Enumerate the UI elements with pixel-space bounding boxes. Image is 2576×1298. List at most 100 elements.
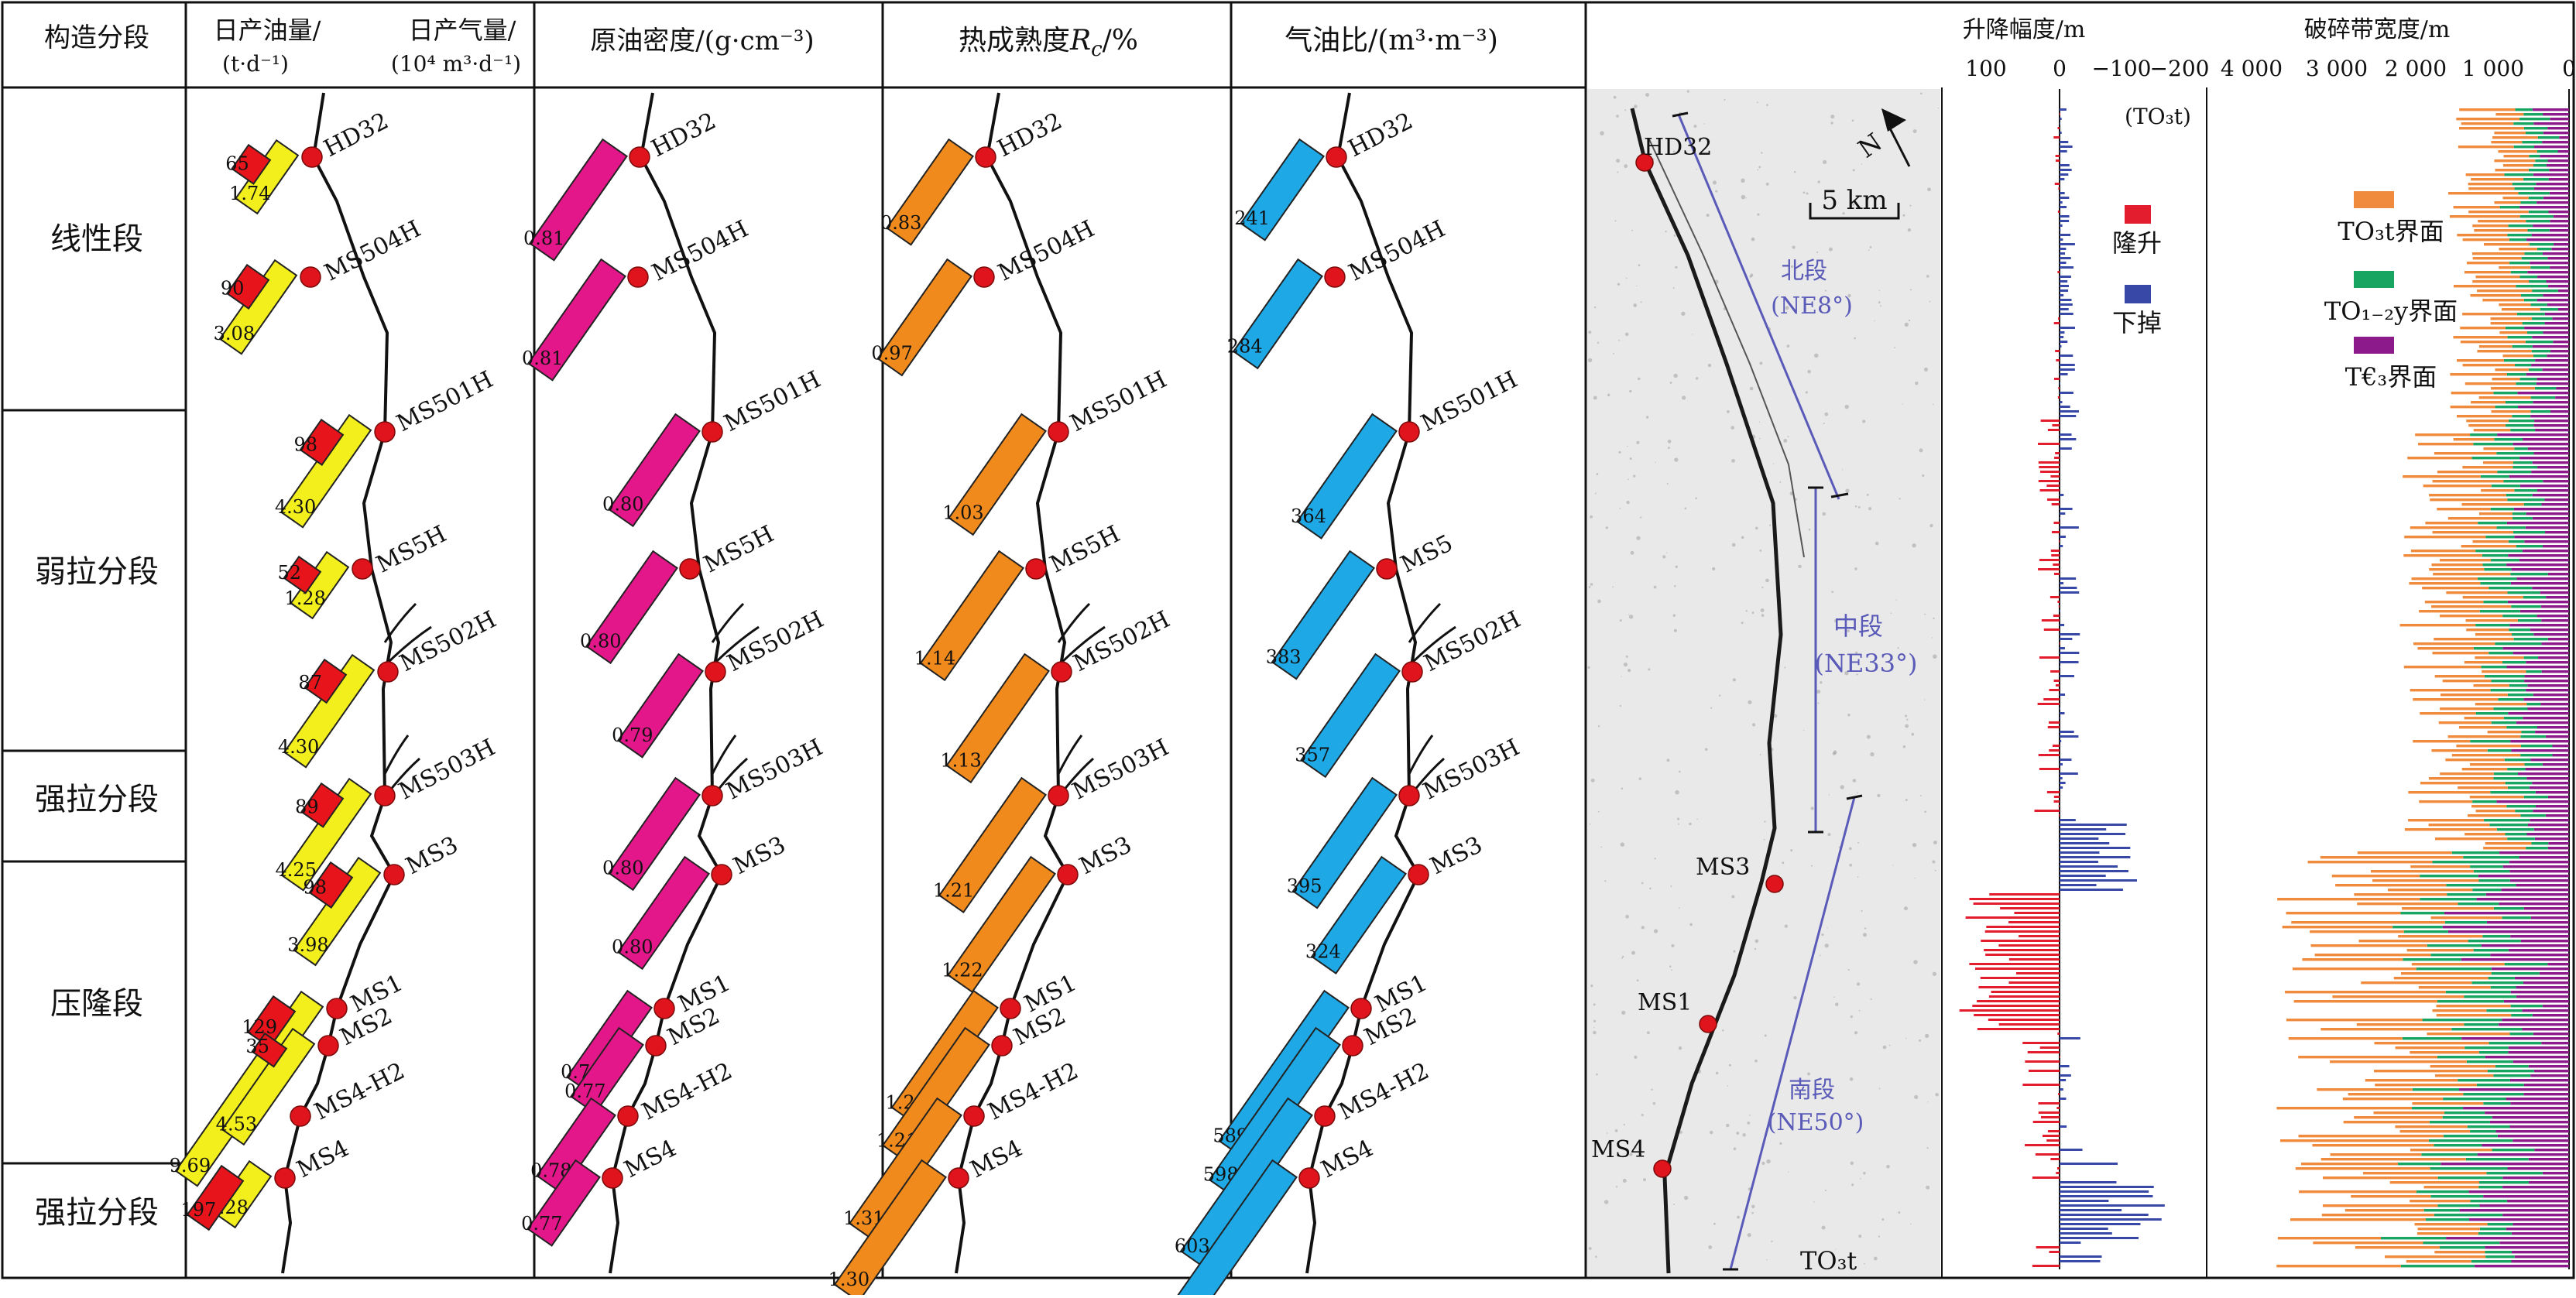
map-texture <box>1736 1132 1740 1135</box>
breccia-bar <box>2410 1149 2492 1152</box>
map-texture <box>1819 671 1821 673</box>
map-texture <box>1924 699 1926 700</box>
uplift-bar <box>2058 540 2060 543</box>
maturity-bar <box>947 855 1056 993</box>
map-texture <box>1830 115 1835 119</box>
breccia-bar <box>2374 1070 2488 1073</box>
map-texture <box>1617 283 1621 286</box>
breccia-bar <box>2442 1116 2492 1119</box>
map-texture <box>1651 1088 1653 1091</box>
oil-bar-group: 98 <box>294 418 345 466</box>
map-texture <box>1850 1015 1853 1019</box>
maturity-bar <box>938 776 1047 913</box>
map-texture <box>1643 1178 1646 1182</box>
map-texture <box>1828 247 1833 252</box>
map-texture <box>1628 615 1634 619</box>
map-texture <box>1924 613 1926 615</box>
breccia-bar <box>2530 415 2569 418</box>
map-texture <box>1851 119 1854 122</box>
breccia-bar <box>2473 647 2503 650</box>
map-texture <box>1638 377 1641 381</box>
breccia-bar <box>2502 1214 2569 1217</box>
breccia-bar <box>2491 968 2569 971</box>
breccia-legend-label: TO₁₋₂y界面 <box>2324 296 2458 326</box>
breccia-bar <box>2408 791 2491 794</box>
breccia-bar <box>2437 1000 2504 1003</box>
map-texture <box>1854 337 1857 340</box>
breccia-bar <box>2402 1037 2462 1040</box>
breccia-bar <box>2559 136 2569 139</box>
breccia-bar <box>2417 1228 2480 1231</box>
uplift-bar <box>2058 805 2060 807</box>
map-texture <box>1926 1147 1929 1149</box>
uplift-bar <box>2060 1181 2117 1183</box>
uplift-bar <box>2060 1149 2083 1151</box>
map-texture <box>1749 386 1754 391</box>
breccia-bar <box>2409 582 2481 585</box>
breccia-bar <box>2507 1167 2569 1170</box>
gas-bar-group: 4.30 <box>278 653 376 769</box>
breccia-bar <box>2450 373 2507 376</box>
breccia-bar <box>2527 447 2569 450</box>
map-texture <box>1880 305 1881 307</box>
uplift-bar <box>2060 587 2077 589</box>
breccia-bar <box>2504 759 2531 762</box>
breccia-bar <box>2545 814 2569 817</box>
map-texture <box>1862 933 1868 937</box>
breccia-bar <box>2503 480 2543 483</box>
breccia-bar <box>2502 197 2529 200</box>
map-well-marker <box>1765 875 1784 893</box>
uplift-bar <box>2060 164 2070 166</box>
well-marker <box>701 785 723 807</box>
breccia-bar <box>2410 689 2491 692</box>
uplift-bar <box>2060 577 2077 580</box>
map-texture <box>1640 301 1642 303</box>
breccia-bar <box>2509 684 2528 687</box>
breccia-bar <box>2430 1167 2508 1170</box>
breccia-bar <box>2529 155 2540 158</box>
formation-label: TO₃t <box>1800 1246 1857 1276</box>
map-texture <box>1858 1009 1861 1012</box>
map-texture <box>1923 367 1929 372</box>
breccia-bar <box>2412 1088 2459 1091</box>
breccia-bar <box>2356 1023 2465 1026</box>
breccia-bar <box>2509 262 2530 265</box>
breccia-bar <box>2456 118 2520 121</box>
gor-bar-group: 395 <box>1287 776 1398 909</box>
breccia-bar <box>2537 136 2560 139</box>
breccia-bar <box>2459 108 2516 111</box>
uplift-bar <box>2060 875 2106 877</box>
breccia-bar <box>2513 443 2569 446</box>
breccia-bar <box>2509 861 2569 864</box>
density-bar-value: 0.80 <box>580 630 621 652</box>
map-texture <box>1898 1211 1901 1214</box>
map-texture <box>1727 1085 1728 1087</box>
breccia-bar <box>2277 898 2420 901</box>
map-texture <box>1932 860 1936 864</box>
breccia-bar <box>2514 489 2537 492</box>
header-maturity: 热成熟度Rc/% <box>959 25 1138 61</box>
breccia-bar <box>2532 494 2569 497</box>
map-texture <box>1840 785 1844 789</box>
uplift-bar <box>2060 150 2067 152</box>
breccia-bar <box>2410 550 2476 553</box>
breccia-bar <box>2549 229 2569 232</box>
breccia-bar <box>2502 916 2531 920</box>
uplift-bar <box>2022 1042 2060 1044</box>
uplift-bar <box>2060 313 2073 315</box>
well-marker <box>602 1167 623 1189</box>
breccia-bar <box>2291 921 2445 924</box>
breccia-bar <box>2516 313 2545 316</box>
breccia-bar <box>2450 406 2495 409</box>
breccia-bar <box>2557 308 2569 311</box>
map-texture <box>1862 420 1866 423</box>
breccia-bar <box>2530 1074 2569 1077</box>
map-texture <box>1816 251 1819 253</box>
breccia-bar <box>2526 833 2569 836</box>
uplift-bar <box>2008 958 2060 961</box>
uplift-bar <box>2060 582 2064 584</box>
map-texture <box>1808 529 1811 531</box>
map-texture <box>1857 841 1860 844</box>
